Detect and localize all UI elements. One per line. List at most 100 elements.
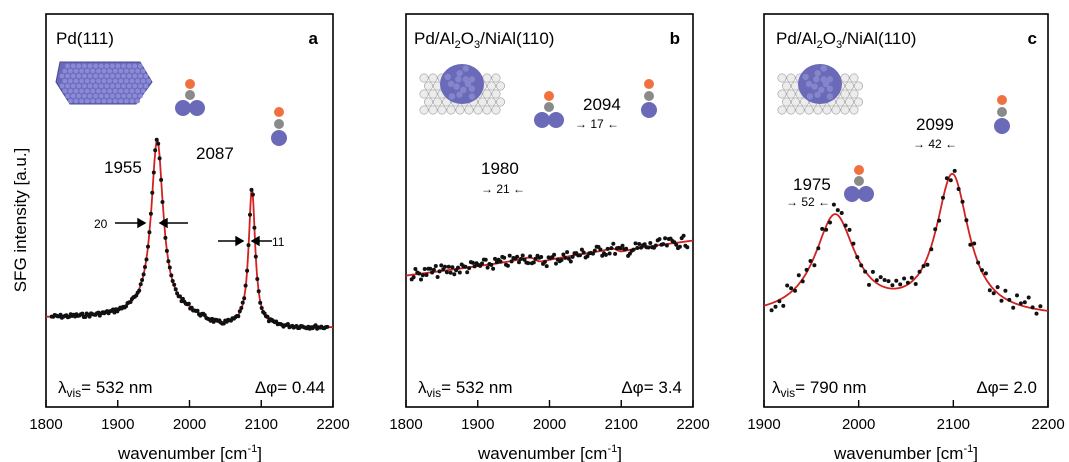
data-point [137,288,142,293]
surface-atom [87,83,93,89]
oxygen-atom-icon [185,79,195,89]
surface-atom [68,78,73,84]
surface-atom [93,93,98,99]
surface-atom [104,63,110,69]
data-point [147,230,152,235]
data-point [159,177,164,182]
data-point [452,272,457,277]
data-point [124,304,129,309]
data-point [561,252,566,257]
data-point [1026,295,1031,300]
surface-atom [82,83,87,89]
surface-atom [62,78,68,84]
data-point [433,264,438,268]
data-point [609,246,614,251]
support-atom [428,73,438,83]
surface-atom [90,88,96,94]
data-point [450,265,455,270]
panel-c-tick-label-2000: 2000 [842,416,875,433]
x-axis-label-b: wavenumber [cm-1] [477,443,622,462]
metal-atom-icon [858,186,874,202]
particle-atom [813,76,820,83]
data-point [890,283,895,288]
surface-atom [104,73,110,79]
data-point [520,253,525,258]
data-point [839,211,844,215]
surface-atom [121,63,126,69]
surface-atom [121,93,126,99]
panel-b-tick-label-1900: 1900 [461,416,494,433]
surface-atom [79,78,84,84]
panel-c: Pd/Al2O3/NiAl(110) c 1900 2000 2100 2200 λv… [747,13,1065,433]
panel-a-tick-label-2200: 2200 [316,416,349,433]
support-atom [777,89,787,99]
panel-b-tick-label-2200: 2200 [676,416,709,433]
data-point [804,267,809,272]
data-point [635,246,640,250]
data-point [169,273,174,278]
surface-atom [143,73,149,79]
support-atom [786,105,796,115]
data-point [146,244,150,249]
surface-atom [138,83,143,89]
data-point [428,266,433,271]
data-point [170,279,175,283]
data-point [929,247,934,252]
data-point [933,227,938,232]
data-point [793,288,797,293]
data-point [417,271,422,276]
panel-a-tick-label-2100: 2100 [245,416,278,433]
data-point [539,255,544,259]
surface-atom [124,78,129,84]
data-point [648,241,653,245]
support-atom [482,105,492,115]
x-axis-label-c: wavenumber [cm-1] [833,443,978,462]
surface-atom [73,98,79,104]
panel-b-ticks: 1800 1900 2000 2100 2200 [389,400,710,433]
support-atom [845,97,855,107]
support-atom [849,73,859,83]
data-point [153,148,158,153]
data-point [855,255,860,260]
panel-b-peak-label-2: 2094 [583,95,621,114]
data-point [960,199,965,204]
data-point [585,254,590,259]
support-atom [464,105,474,115]
surface-atom [62,68,68,74]
support-atom [849,105,859,115]
data-point [991,291,996,296]
metal-atom-icon [189,100,205,116]
data-point [446,264,451,269]
data-point [987,288,992,293]
surface-atom [96,68,101,74]
support-atom [496,81,506,91]
panel-a-fwhm-label-2: 11 [272,235,285,249]
data-point [531,260,536,265]
particle-atom [811,83,818,90]
support-atom [782,81,791,91]
data-point [565,250,570,255]
panel-b-nanoparticle-icon [419,64,506,115]
data-point [627,251,632,256]
support-atom [446,105,456,115]
panel-b-fwhm-label-1: → 21 ← [481,182,525,196]
data-point [894,278,899,283]
support-atom [840,73,850,83]
data-point [867,282,871,287]
panel-b-peak-label-1: 1980 [481,159,519,178]
surface-atom [132,73,138,79]
support-atom [473,105,483,115]
data-point [518,257,523,261]
data-point [167,265,172,270]
data-point [164,248,169,253]
data-point [863,269,868,274]
data-point [870,269,875,274]
data-point [265,314,270,319]
surface-atom [107,78,112,84]
data-point [485,265,490,270]
support-atom [835,97,845,107]
surface-atom [101,88,107,94]
surface-atom [82,63,87,69]
data-point [1018,301,1023,306]
support-atom [424,97,433,107]
